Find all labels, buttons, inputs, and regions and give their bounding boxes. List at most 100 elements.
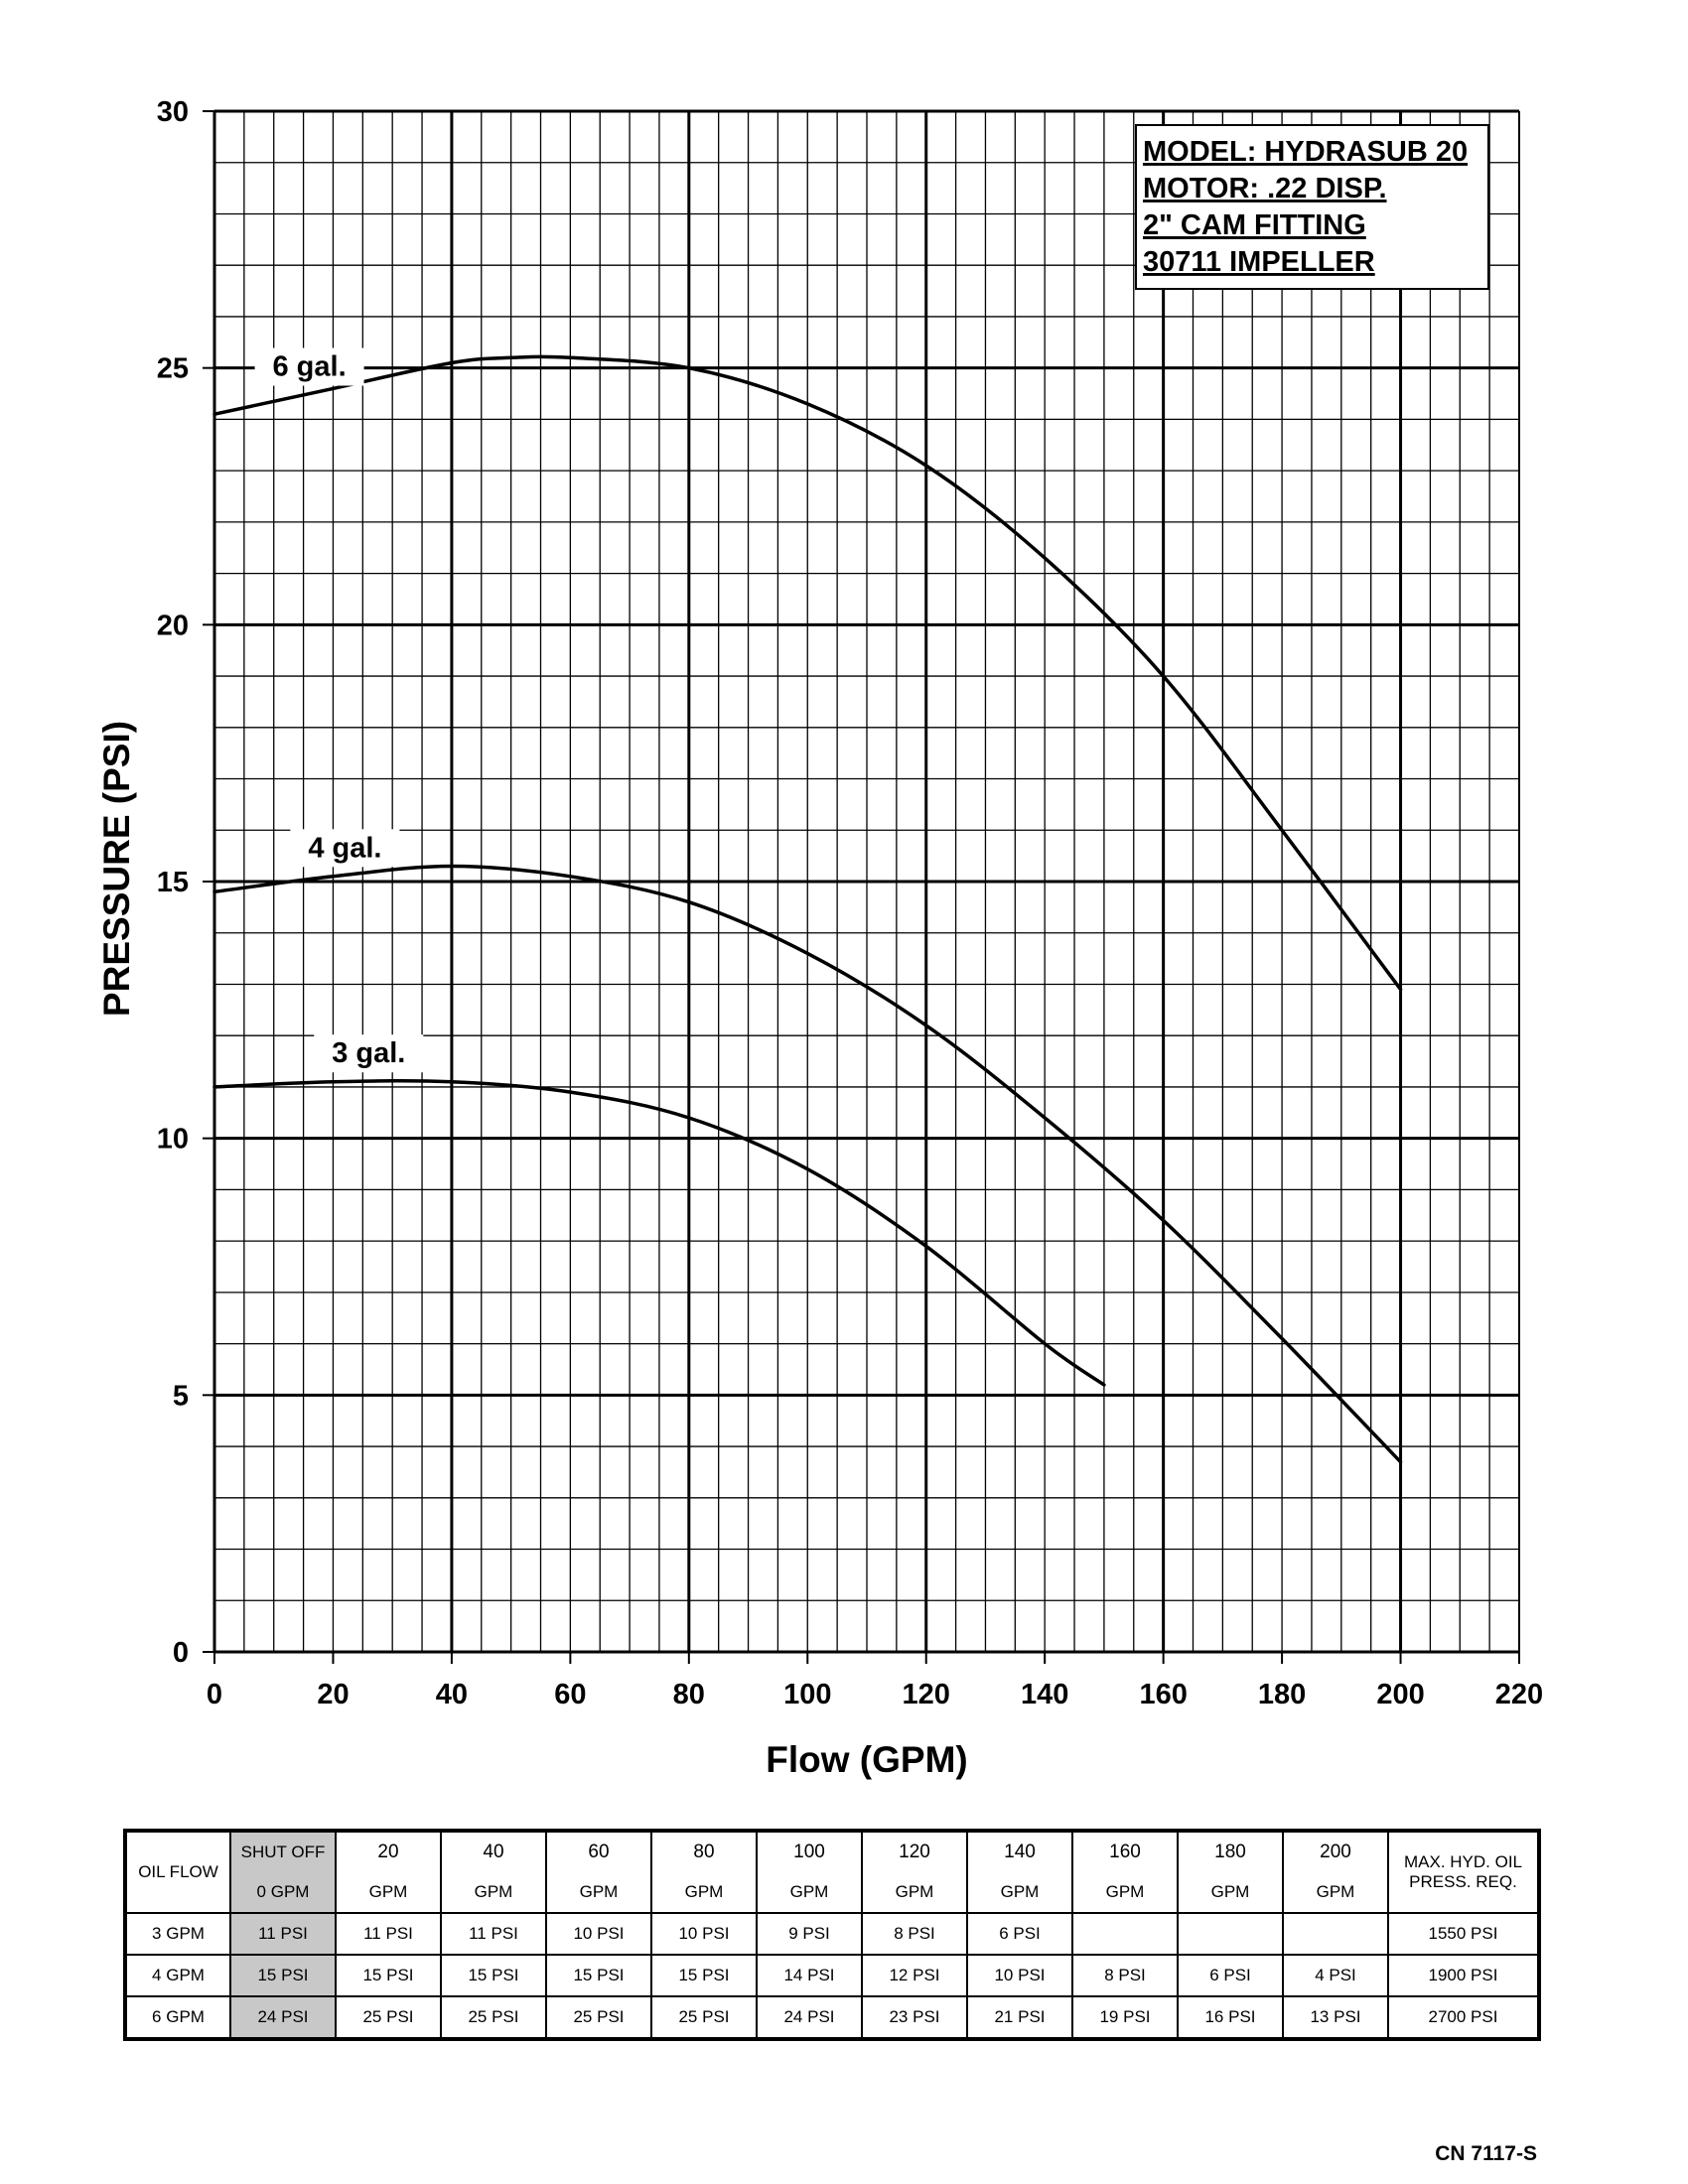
x-tick-label: 0 — [207, 1679, 222, 1710]
table-cell: 8 PSI — [1071, 1954, 1179, 1997]
x-axis-title: Flow (GPM) — [766, 1739, 967, 1780]
header-text: 100 — [793, 1842, 825, 1862]
table-cell: 11 PSI — [335, 1912, 442, 1956]
table-cell — [1071, 1912, 1179, 1956]
table-header-cell: 20 GPM — [335, 1830, 442, 1914]
y-tick-label: 20 — [157, 610, 189, 641]
header-text: 200 — [1320, 1842, 1351, 1862]
header-text: GPM — [1316, 1882, 1355, 1901]
table-cell: 3 GPM — [124, 1912, 231, 1956]
header-text: GPM — [1210, 1882, 1250, 1901]
table-row: 3 GPM 11 PSI 11 PSI 11 PSI 10 PSI 10 PSI 9 PSI… — [124, 1912, 1540, 1956]
header-text: 80 — [693, 1842, 715, 1862]
table-cell — [1282, 1912, 1389, 1956]
table-cell: 24 PSI — [229, 1995, 337, 2040]
curve-labels: 6 gal. 4 gal. 3 gal. — [254, 347, 424, 1073]
table-cell: 11 PSI — [440, 1912, 547, 1956]
table-header-cell: 140 GPM — [966, 1830, 1073, 1914]
y-tick-label: 0 — [173, 1637, 189, 1669]
table-header-cell: 180 GPM — [1177, 1830, 1284, 1914]
y-tick-label: 30 — [157, 96, 189, 128]
table-cell: 10 PSI — [545, 1912, 652, 1956]
series-label-bg — [314, 1034, 424, 1073]
table-cell: 25 PSI — [545, 1995, 652, 2040]
series-label-bg — [290, 829, 400, 868]
table-cell: 12 PSI — [861, 1954, 968, 1997]
header-text: 20 — [377, 1842, 399, 1862]
info-line: 2" CAM FITTING — [1143, 209, 1366, 241]
x-tick-label: 120 — [903, 1679, 950, 1710]
table-cell: 4 GPM — [124, 1954, 231, 1997]
header-text: 140 — [1004, 1842, 1036, 1862]
table-cell: 1550 PSI — [1387, 1912, 1540, 1956]
chart-axes: 0 20 40 60 80 100 120 140 160 180 200 220 0 5 10 15 20 25… — [157, 96, 1543, 1710]
table-cell: 2700 PSI — [1387, 1995, 1540, 2040]
table-cell: 21 PSI — [966, 1995, 1073, 2040]
table-cell: 16 PSI — [1177, 1995, 1284, 2040]
table-header-cell: 120 GPM — [861, 1830, 968, 1914]
table-header-cell: MAX. HYD. OIL PRESS. REQ. — [1387, 1830, 1540, 1914]
table-cell: 25 PSI — [440, 1995, 547, 2040]
x-tick-label: 40 — [436, 1679, 468, 1710]
header-text: PRESS. REQ. — [1409, 1872, 1517, 1891]
series-line-6-gal — [212, 354, 1403, 992]
table-cell: 9 PSI — [756, 1912, 863, 1956]
table-header-cell: 100 GPM — [756, 1830, 863, 1914]
table-cell: 10 PSI — [966, 1954, 1073, 1997]
info-line: MOTOR: .22 DISP. — [1143, 173, 1387, 205]
table-cell: 11 PSI — [229, 1912, 337, 1956]
x-tick-label: 160 — [1139, 1679, 1187, 1710]
table-header-cell: 40 GPM — [440, 1830, 547, 1914]
chart-grid — [212, 109, 1520, 1654]
header-text: 60 — [588, 1842, 610, 1862]
x-tick-label: 60 — [554, 1679, 586, 1710]
x-tick-label: 20 — [317, 1679, 349, 1710]
y-tick-label: 25 — [157, 353, 189, 385]
table-cell: 24 PSI — [756, 1995, 863, 2040]
series-label-6-gal: 6 gal. — [272, 351, 346, 383]
table-cell: 6 PSI — [1177, 1954, 1284, 1997]
table-header-cell: SHUT OFF 0 GPM — [229, 1830, 337, 1914]
table-cell: 13 PSI — [1282, 1995, 1389, 2040]
header-text: GPM — [1105, 1882, 1145, 1901]
header-text: 180 — [1214, 1842, 1246, 1862]
header-text: GPM — [789, 1882, 829, 1901]
table-cell: 23 PSI — [861, 1995, 968, 2040]
document-code: CN 7117-S — [1435, 2142, 1537, 2165]
header-text: 0 GPM — [256, 1882, 310, 1901]
series-label-3-gal: 3 gal. — [332, 1037, 405, 1069]
header-text: GPM — [368, 1882, 408, 1901]
info-line: MODEL: HYDRASUB 20 — [1143, 136, 1468, 168]
table-cell: 6 GPM — [124, 1995, 231, 2040]
table-header-cell: 80 GPM — [650, 1830, 758, 1914]
table-cell: 14 PSI — [756, 1954, 863, 1997]
header-text: 40 — [483, 1842, 504, 1862]
table-header-cell: 200 GPM — [1282, 1830, 1389, 1914]
header-text: OIL FLOW — [138, 1862, 218, 1881]
info-box-frame — [1135, 124, 1489, 290]
header-text: SHUT OFF — [240, 1843, 326, 1861]
x-tick-label: 140 — [1021, 1679, 1068, 1710]
table-cell: 15 PSI — [650, 1954, 758, 1997]
x-tick-label: 220 — [1495, 1679, 1543, 1710]
chart-curves — [212, 354, 1403, 1464]
x-tick-label: 80 — [673, 1679, 705, 1710]
y-tick-label: 10 — [157, 1124, 189, 1156]
y-axis-title: PRESSURE (PSI) — [96, 721, 137, 1017]
table-cell — [1177, 1912, 1284, 1956]
table-cell: 25 PSI — [650, 1995, 758, 2040]
y-tick-label: 15 — [157, 867, 189, 898]
info-line: 30711 IMPELLER — [1143, 246, 1375, 278]
oil-flow-table: OIL FLOW SHUT OFF 0 GPM 20 GPM 40 GPM 60 GPM 80 GP… — [123, 1829, 1541, 2041]
table-header-row: OIL FLOW SHUT OFF 0 GPM 20 GPM 40 GPM 60 GPM 80 GP… — [124, 1830, 1540, 1914]
header-text: GPM — [579, 1882, 619, 1901]
x-tick-label: 100 — [783, 1679, 831, 1710]
table-row: 6 GPM 24 PSI 25 PSI 25 PSI 25 PSI 25 PSI 24 PS… — [124, 1995, 1540, 2040]
table-cell: 1900 PSI — [1387, 1954, 1540, 1997]
y-tick-label: 5 — [173, 1380, 189, 1412]
table-row: 4 GPM 15 PSI 15 PSI 15 PSI 15 PSI 15 PSI 14 PS… — [124, 1954, 1540, 1997]
series-label-bg — [254, 347, 364, 386]
table-cell: 6 PSI — [966, 1912, 1073, 1956]
series-line-3-gal — [212, 1079, 1106, 1387]
table-cell: 10 PSI — [650, 1912, 758, 1956]
